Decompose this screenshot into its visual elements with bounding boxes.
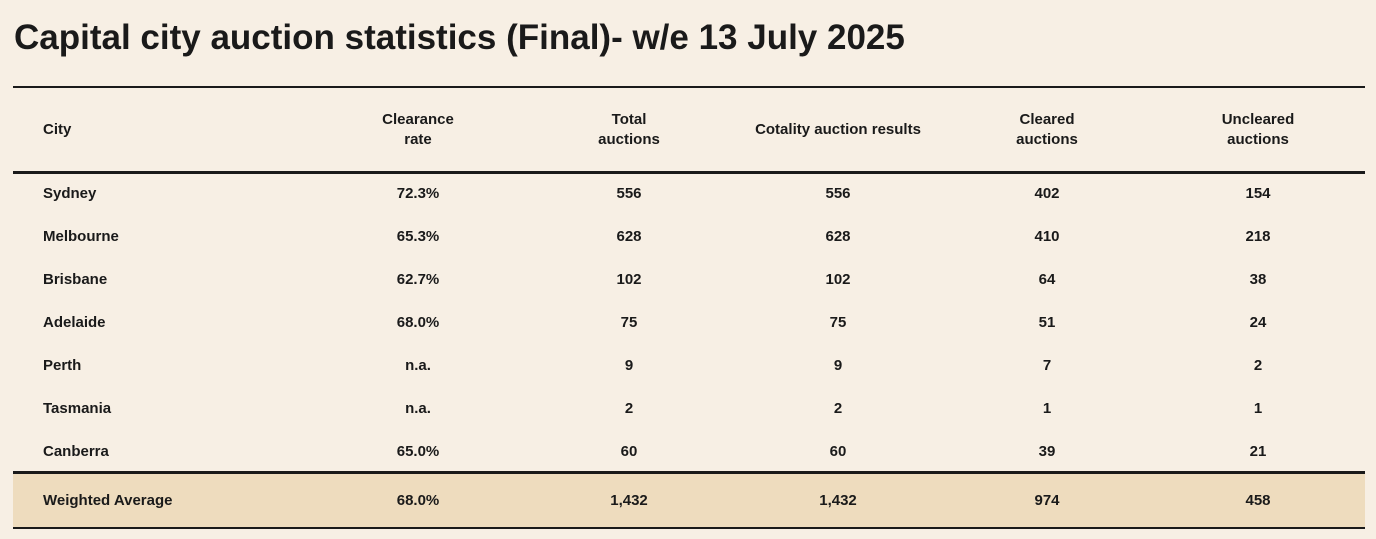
cleared-cell: 1 bbox=[1042, 400, 1052, 417]
cotality-results-cell: 556 bbox=[825, 185, 851, 202]
bottom-rule bbox=[13, 527, 1365, 529]
total-auctions-cell: 556 bbox=[616, 185, 642, 202]
cleared-cell: 64 bbox=[1038, 271, 1056, 288]
total-uncleared: 458 bbox=[1245, 492, 1271, 509]
city-cell: Canberra bbox=[43, 443, 109, 460]
total-auctions-cell: 60 bbox=[620, 443, 638, 460]
cleared-cell: 39 bbox=[1038, 443, 1056, 460]
header-cotality-results: Cotality auction results bbox=[755, 121, 921, 138]
cleared-cell: 410 bbox=[1034, 228, 1060, 245]
header-uncleared-auctions: Uncleared auctions bbox=[1221, 111, 1295, 148]
clearance-rate-cell: 62.7% bbox=[396, 271, 440, 288]
total-row-band bbox=[13, 474, 1365, 527]
clearance-rate-cell: n.a. bbox=[405, 357, 431, 374]
header-total-auctions: Total auctions bbox=[598, 111, 660, 148]
total-auctions-cell: 628 bbox=[616, 228, 642, 245]
city-cell: Perth bbox=[43, 357, 82, 374]
cleared-cell: 51 bbox=[1038, 314, 1056, 331]
total-auctions-cell: 102 bbox=[616, 271, 642, 288]
total-label: Weighted Average bbox=[43, 492, 173, 509]
cotality-results-cell: 9 bbox=[833, 357, 843, 374]
total-auctions-cell: 9 bbox=[624, 357, 634, 374]
cotality-results-cell: 628 bbox=[825, 228, 851, 245]
header-clearance-rate: Clearance rate bbox=[382, 111, 454, 148]
clearance-rate-cell: 65.0% bbox=[396, 443, 440, 460]
uncleared-cell: 2 bbox=[1253, 357, 1263, 374]
header-cleared-auctions: Cleared auctions bbox=[1016, 111, 1078, 148]
uncleared-cell: 218 bbox=[1245, 228, 1271, 245]
city-cell: Tasmania bbox=[43, 400, 112, 417]
uncleared-cell: 154 bbox=[1245, 185, 1271, 202]
clearance-rate-cell: n.a. bbox=[405, 400, 431, 417]
cleared-cell: 7 bbox=[1042, 357, 1052, 374]
cotality-results-cell: 60 bbox=[829, 443, 847, 460]
uncleared-cell: 24 bbox=[1249, 314, 1267, 331]
cotality-results-cell: 2 bbox=[833, 400, 843, 417]
city-cell: Sydney bbox=[43, 185, 97, 202]
header-rule bbox=[13, 171, 1365, 174]
top-rule bbox=[13, 86, 1365, 88]
city-cell: Adelaide bbox=[43, 314, 106, 331]
city-cell: Brisbane bbox=[43, 271, 108, 288]
clearance-rate-cell: 68.0% bbox=[396, 314, 440, 331]
cotality-results-cell: 75 bbox=[829, 314, 847, 331]
total-auctions-cell: 2 bbox=[624, 400, 634, 417]
uncleared-cell: 1 bbox=[1253, 400, 1263, 417]
total-cleared: 974 bbox=[1034, 492, 1060, 509]
total-cotality-results: 1,432 bbox=[819, 492, 857, 509]
header-city: City bbox=[43, 121, 72, 138]
total-total-auctions: 1,432 bbox=[610, 492, 648, 509]
clearance-rate-cell: 65.3% bbox=[396, 228, 440, 245]
uncleared-cell: 38 bbox=[1249, 271, 1267, 288]
total-auctions-cell: 75 bbox=[620, 314, 638, 331]
uncleared-cell: 21 bbox=[1249, 443, 1267, 460]
cotality-results-cell: 102 bbox=[825, 271, 851, 288]
clearance-rate-cell: 72.3% bbox=[396, 185, 440, 202]
city-cell: Melbourne bbox=[43, 228, 119, 245]
cleared-cell: 402 bbox=[1034, 185, 1060, 202]
page-title: Capital city auction statistics (Final)-… bbox=[14, 18, 905, 57]
total-top-rule bbox=[13, 471, 1365, 474]
total-clearance-rate: 68.0% bbox=[396, 492, 440, 509]
